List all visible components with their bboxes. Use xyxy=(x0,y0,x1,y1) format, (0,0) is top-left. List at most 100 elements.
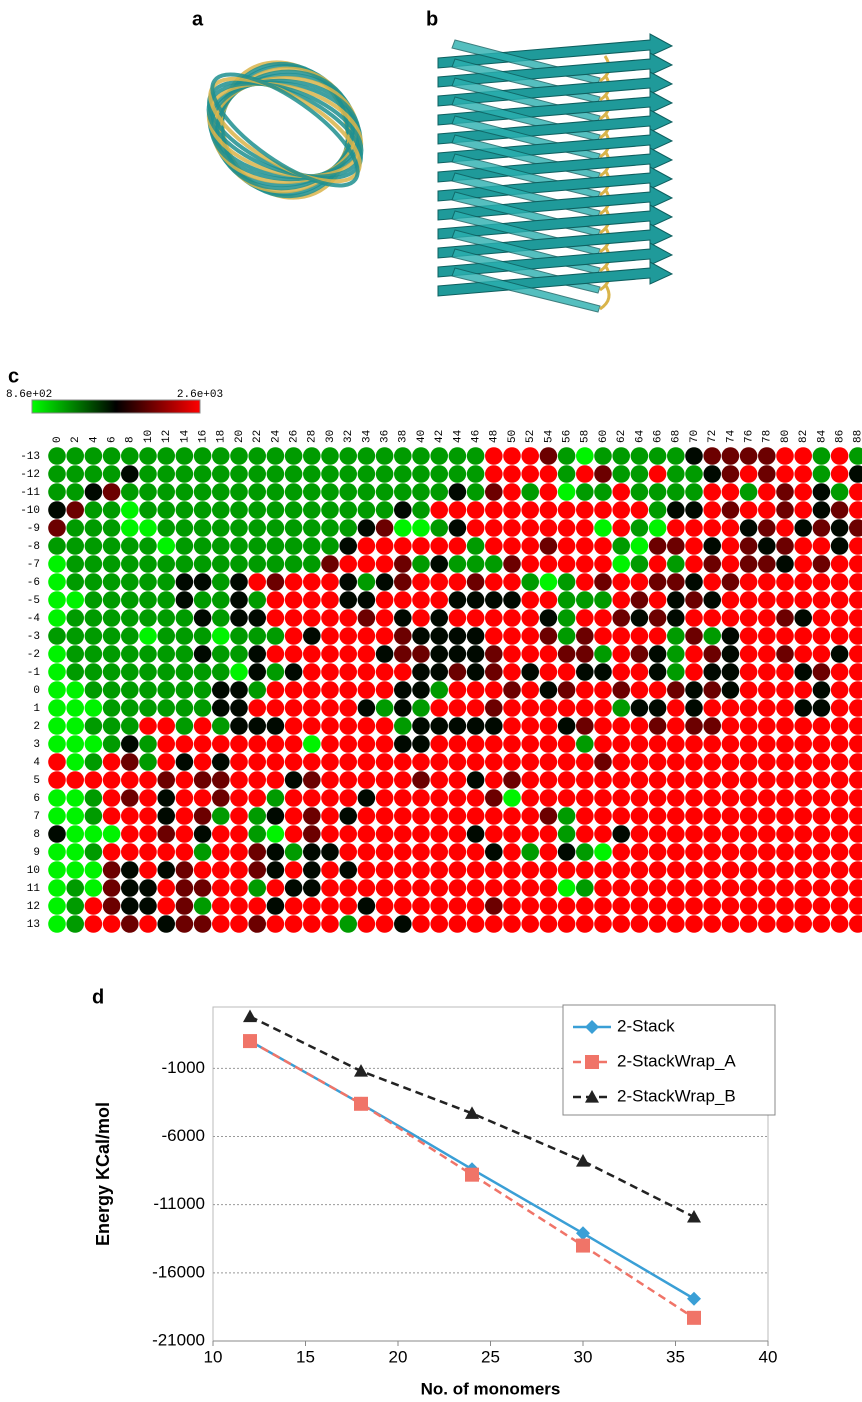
column-label: 40 xyxy=(416,430,428,443)
heat-dot xyxy=(685,825,703,843)
heat-dot xyxy=(376,573,394,591)
heat-dot xyxy=(722,465,740,483)
column-label: 74 xyxy=(725,429,737,443)
heat-dot xyxy=(467,753,485,771)
heat-dot xyxy=(394,699,412,717)
panel-label: b xyxy=(426,8,438,30)
heat-dot xyxy=(612,843,630,861)
heat-dot xyxy=(813,447,831,465)
heat-dot xyxy=(303,861,321,879)
heat-dot xyxy=(66,699,84,717)
heat-dot xyxy=(339,879,357,897)
heat-dot xyxy=(66,501,84,519)
heat-dot xyxy=(103,771,121,789)
heat-dot xyxy=(831,447,849,465)
heat-dot xyxy=(430,915,448,933)
heat-dot xyxy=(85,699,103,717)
heat-dot xyxy=(685,681,703,699)
heat-dot xyxy=(85,465,103,483)
heat-dot xyxy=(612,753,630,771)
heat-dot xyxy=(121,699,139,717)
heat-dot xyxy=(667,573,685,591)
heat-dot xyxy=(66,897,84,915)
heat-dot xyxy=(339,915,357,933)
heat-dot xyxy=(831,915,849,933)
heat-dot xyxy=(558,753,576,771)
heat-dot xyxy=(740,825,758,843)
heat-dot xyxy=(467,447,485,465)
row-label: 0 xyxy=(33,685,40,697)
heat-dot xyxy=(121,717,139,735)
heat-dot xyxy=(649,447,667,465)
heat-dot xyxy=(449,573,467,591)
heat-dot xyxy=(649,681,667,699)
heat-dot xyxy=(248,663,266,681)
heat-dot xyxy=(503,537,521,555)
heat-dot xyxy=(66,555,84,573)
heat-dot xyxy=(212,825,230,843)
heat-dot xyxy=(339,681,357,699)
heat-dot xyxy=(376,879,394,897)
heat-dot xyxy=(540,861,558,879)
heat-dot xyxy=(540,807,558,825)
heat-dot xyxy=(667,519,685,537)
heat-dot xyxy=(394,807,412,825)
row-label: 4 xyxy=(33,757,40,769)
heat-dot xyxy=(449,609,467,627)
heat-dot xyxy=(503,591,521,609)
heat-dot xyxy=(594,483,612,501)
heat-dot xyxy=(48,861,66,879)
heat-dot xyxy=(631,861,649,879)
heat-dot xyxy=(703,699,721,717)
y-tick-label: -11000 xyxy=(153,1194,205,1213)
heat-dot xyxy=(813,897,831,915)
heat-dot xyxy=(521,879,539,897)
heat-dot xyxy=(740,753,758,771)
heat-dot xyxy=(85,447,103,465)
heat-dot xyxy=(722,807,740,825)
heat-dot xyxy=(321,465,339,483)
heat-dot xyxy=(612,789,630,807)
heat-dot xyxy=(612,663,630,681)
heat-dot xyxy=(521,861,539,879)
heat-dot xyxy=(176,915,194,933)
heat-dot xyxy=(139,555,157,573)
heat-dot xyxy=(303,573,321,591)
heat-dot xyxy=(794,897,812,915)
heat-dot xyxy=(794,645,812,663)
heat-dot xyxy=(394,447,412,465)
heat-dot xyxy=(48,447,66,465)
heat-dot xyxy=(794,717,812,735)
heat-dot xyxy=(540,645,558,663)
heat-dot xyxy=(521,717,539,735)
heat-dot xyxy=(267,555,285,573)
heat-dot xyxy=(430,573,448,591)
column-label: 0 xyxy=(52,436,64,443)
heat-dot xyxy=(722,537,740,555)
heat-dot xyxy=(194,537,212,555)
heat-dot xyxy=(376,501,394,519)
row-label: -12 xyxy=(20,469,40,481)
heat-dot xyxy=(649,501,667,519)
heat-dot xyxy=(521,843,539,861)
heat-dot xyxy=(103,735,121,753)
heat-dot xyxy=(285,555,303,573)
row-label: 1 xyxy=(33,703,40,715)
heat-dot xyxy=(157,861,175,879)
heat-dot xyxy=(376,753,394,771)
heat-dot xyxy=(248,573,266,591)
heat-dot xyxy=(339,465,357,483)
heat-dot xyxy=(85,771,103,789)
heat-dot xyxy=(85,861,103,879)
heat-dot xyxy=(831,483,849,501)
heat-dot xyxy=(267,573,285,591)
heat-dot xyxy=(303,663,321,681)
heat-dot xyxy=(813,717,831,735)
heat-dot xyxy=(776,825,794,843)
heat-dot xyxy=(85,897,103,915)
heat-dot xyxy=(267,447,285,465)
heat-dot xyxy=(321,519,339,537)
heat-dot xyxy=(85,519,103,537)
heat-dot xyxy=(230,807,248,825)
heat-dot xyxy=(176,663,194,681)
